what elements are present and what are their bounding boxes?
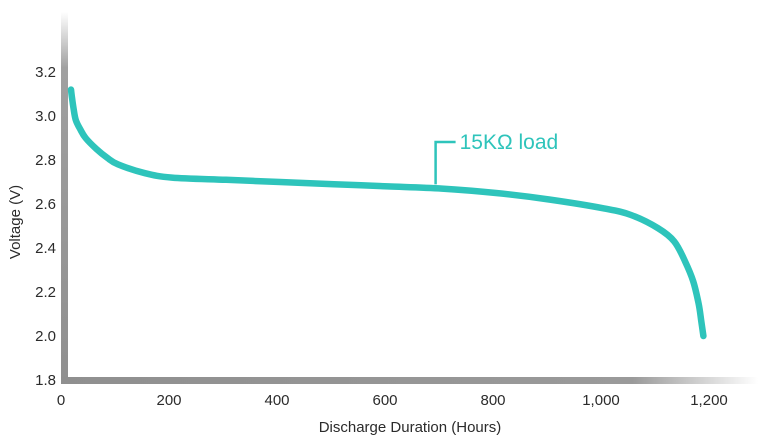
y-tick-label: 2.6: [35, 196, 56, 213]
series-line-15k-load: [67, 86, 707, 340]
y-tick-label: 3.2: [35, 64, 56, 81]
y-tick-label: 2.8: [35, 152, 56, 169]
x-axis-line: [61, 377, 758, 384]
annotation-label: 15KΩ load: [460, 131, 559, 154]
x-tick-labels: 0 200 400 600 800 1,000 1,200: [57, 392, 728, 409]
y-tick-labels: 1.8 2.0 2.2 2.4 2.6 2.8 3.0 3.2: [35, 64, 56, 389]
y-tick-label: 1.8: [35, 372, 56, 389]
x-axis-title: Discharge Duration (Hours): [319, 419, 502, 435]
y-tick-label: 2.4: [35, 240, 56, 257]
y-tick-label: 2.0: [35, 328, 56, 345]
x-tick-label: 800: [480, 392, 505, 409]
x-tick-label: 600: [372, 392, 397, 409]
x-tick-label: 0: [57, 392, 65, 409]
annotation-leader-line: [434, 140, 456, 185]
x-tick-label: 1,200: [690, 392, 728, 409]
y-tick-label: 3.0: [35, 108, 56, 125]
x-tick-label: 400: [264, 392, 289, 409]
x-tick-label: 200: [156, 392, 181, 409]
y-axis-line: [61, 12, 68, 384]
y-tick-label: 2.2: [35, 284, 56, 301]
y-axis-title: Voltage (V): [7, 185, 24, 259]
x-tick-label: 1,000: [582, 392, 620, 409]
